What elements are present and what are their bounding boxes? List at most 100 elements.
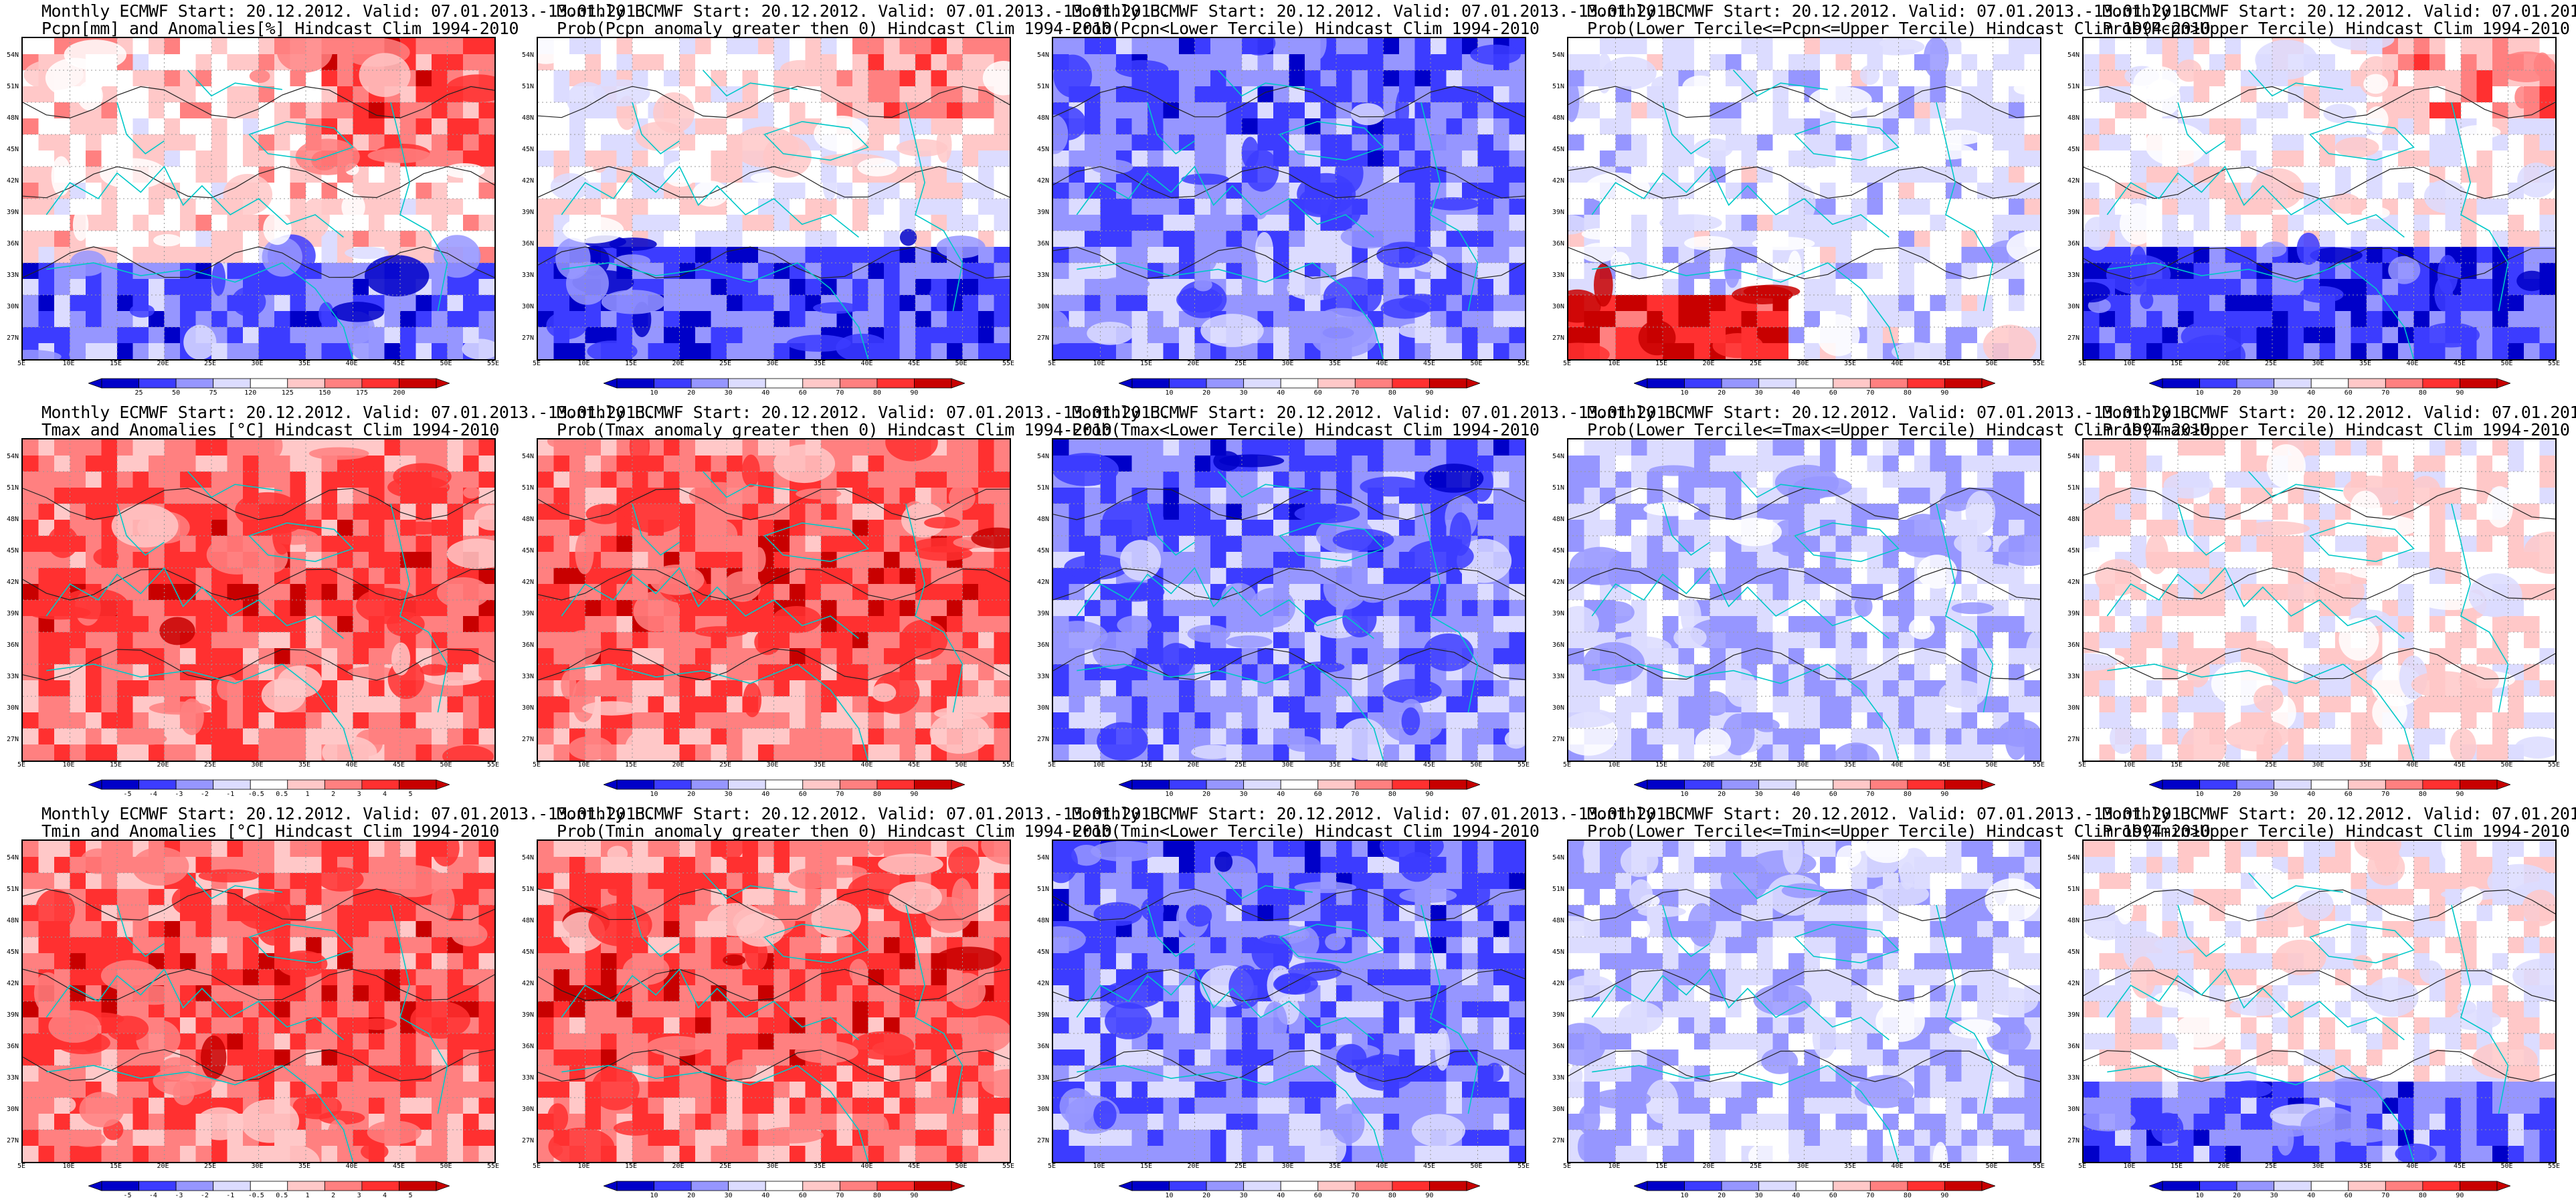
map-field-cell [2099, 54, 2116, 71]
colorbar-segment [877, 378, 915, 389]
map-field-cell [400, 295, 417, 312]
map-field-cell [1399, 54, 1416, 71]
map-field-cell [180, 456, 197, 472]
map-field-cell [679, 54, 696, 71]
map-field-cell [616, 536, 633, 553]
map-field-cell [1179, 263, 1196, 280]
map-field-cell [931, 183, 947, 199]
map-field-cell [195, 279, 212, 296]
map-field-cell [1163, 343, 1180, 359]
map-field-cell [384, 311, 401, 328]
map-field-cell [290, 295, 306, 312]
map-field-cell [1663, 134, 1679, 151]
map-field-cell [1477, 183, 1494, 199]
map-field-cell [2335, 343, 2352, 359]
colorbar-tick-label: 1 [305, 791, 310, 798]
latitude-label: 36N [521, 240, 534, 247]
map-field-cell [1069, 327, 1085, 344]
map-field-cell [2099, 102, 2116, 119]
map-field-cell [353, 680, 369, 697]
map-field-cell [1477, 311, 1494, 328]
map-field-cell [274, 134, 291, 151]
map-field-cell [290, 648, 306, 665]
map-field-cell [1226, 150, 1243, 167]
map-field-cell [994, 632, 1010, 649]
map-field-cell [711, 38, 727, 55]
map-field-cell [1820, 70, 1837, 87]
map-field-cell [1336, 38, 1353, 55]
map-field-cell [38, 584, 55, 601]
map-field-cell [664, 664, 680, 681]
map-field-cell [1242, 215, 1259, 231]
map-field-cell [852, 600, 869, 617]
map-field-cell [2272, 295, 2289, 312]
map-field-cell [2225, 118, 2241, 135]
map-field-cell [2272, 279, 2289, 296]
map-field-cell [2099, 118, 2116, 135]
map-field-cell [1194, 183, 1211, 199]
map-field-cell [852, 439, 869, 456]
map-field-cell [369, 504, 385, 520]
map-field-cell [243, 728, 260, 745]
map-field-cell [1867, 231, 1883, 247]
map-field-blob [2261, 241, 2287, 258]
map-field-cell [1568, 327, 1585, 344]
colorbar-tick-label: 70 [2381, 389, 2390, 397]
map-field-cell [23, 439, 39, 456]
map-field-cell [258, 54, 275, 71]
map-field-cell [2225, 70, 2241, 87]
map-field-cell [931, 86, 947, 103]
latitude-label: 54N [6, 453, 19, 460]
map-field-cell [2115, 118, 2132, 135]
map-field-cell [211, 167, 228, 183]
map-field-cell [1069, 263, 1085, 280]
longitude-label: 35E [1328, 360, 1342, 367]
map-field-cell [711, 231, 727, 247]
map-field-cell [538, 648, 555, 665]
map-field-cell [742, 54, 759, 71]
map-field-cell [54, 118, 71, 135]
map-field-cell [1289, 167, 1305, 183]
map-field-cell [1069, 295, 1085, 312]
latitude-label: 39N [2067, 209, 2080, 216]
map-field-cell [994, 680, 1010, 697]
map-field-cell [931, 38, 947, 55]
map-field-cell [2225, 279, 2241, 296]
map-field-cell [2524, 311, 2541, 328]
map-field-cell [2476, 263, 2493, 280]
map-field-cell [821, 648, 838, 665]
map-field-cell [243, 696, 260, 713]
map-field-cell [1772, 343, 1789, 359]
map-field-blob [1752, 236, 1815, 251]
map-field-cell [1694, 199, 1711, 215]
map-field-cell [2476, 38, 2493, 55]
map-field-cell [538, 664, 555, 681]
coastline [1662, 102, 1710, 155]
map-field-cell [337, 584, 354, 601]
map-field-cell [384, 744, 401, 761]
map-field-cell [1383, 167, 1400, 183]
map-field-blob [936, 235, 986, 259]
map-field-cell [931, 343, 947, 359]
map-field-cell [1131, 247, 1148, 264]
map-field-cell [1194, 343, 1211, 359]
map-field-cell [742, 520, 759, 536]
map-field-cell [86, 118, 102, 135]
map-field-cell [1289, 311, 1305, 328]
map-field-cell [1116, 343, 1133, 359]
map-field-cell [2099, 38, 2116, 55]
map-field-cell [2256, 86, 2273, 103]
map-field-cell [211, 744, 228, 761]
map-field-cell [538, 696, 555, 713]
map-field-cell [1414, 199, 1431, 215]
map-field-cell [1273, 263, 1290, 280]
longitude-label: 20E [2217, 360, 2230, 367]
map-field-cell [2398, 38, 2415, 55]
map-field-cell [1977, 279, 1994, 296]
panel-title-line2: Prob(Pcpn<Lower Tercile) Hindcast Clim 1… [1072, 19, 1540, 38]
map-field-cell [1678, 118, 1695, 135]
map-field-cell [1242, 343, 1259, 359]
map-field-cell [2256, 118, 2273, 135]
map-field-cell [884, 327, 901, 344]
longitude-label: 40E [2406, 360, 2419, 367]
